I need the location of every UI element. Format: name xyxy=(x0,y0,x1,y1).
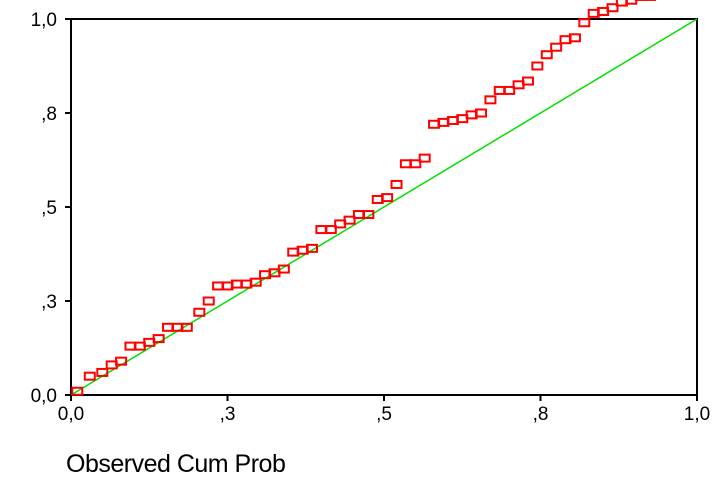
data-point xyxy=(381,193,394,203)
data-point xyxy=(521,76,534,86)
data-point xyxy=(475,108,488,118)
data-point xyxy=(503,85,516,95)
data-point xyxy=(550,42,563,52)
data-point xyxy=(362,210,375,220)
data-point xyxy=(418,153,431,163)
y-tick-label: 0,0 xyxy=(31,386,57,407)
x-tick-label: 1,0 xyxy=(684,404,710,425)
data-point xyxy=(115,356,128,366)
data-point xyxy=(180,322,193,332)
data-points-group xyxy=(71,0,657,396)
x-tick-label: ,8 xyxy=(533,404,549,425)
data-point xyxy=(343,215,356,225)
y-tick-label: ,8 xyxy=(41,104,57,125)
reference-line xyxy=(70,18,698,396)
axis-ticks-group: 0,0 ,3 ,5 ,8 1,0 0,0 ,3 ,5 ,8 1,0 xyxy=(31,10,711,425)
data-point xyxy=(249,277,262,287)
data-point xyxy=(324,225,337,235)
data-point xyxy=(277,264,290,274)
data-point xyxy=(202,296,215,306)
data-point xyxy=(540,50,553,60)
data-point xyxy=(152,334,165,344)
data-point xyxy=(306,243,319,253)
x-tick-label: ,5 xyxy=(376,404,392,425)
y-tick-label: ,3 xyxy=(41,292,57,313)
data-point xyxy=(531,61,544,71)
data-point xyxy=(578,18,591,28)
x-tick-label: ,3 xyxy=(220,404,236,425)
data-point xyxy=(71,386,84,396)
data-point xyxy=(568,33,581,43)
data-point xyxy=(83,371,96,381)
reference-line-group xyxy=(70,18,698,396)
data-point xyxy=(606,3,619,13)
data-point xyxy=(390,179,403,189)
data-point xyxy=(409,159,422,169)
y-tick-label: ,5 xyxy=(41,198,57,219)
y-tick-label: 1,0 xyxy=(31,10,57,31)
x-tick-label: 0,0 xyxy=(58,404,84,425)
data-point xyxy=(193,307,206,317)
x-axis-label: Observed Cum Prob xyxy=(66,450,286,478)
data-point xyxy=(484,95,497,105)
data-point xyxy=(96,367,109,377)
